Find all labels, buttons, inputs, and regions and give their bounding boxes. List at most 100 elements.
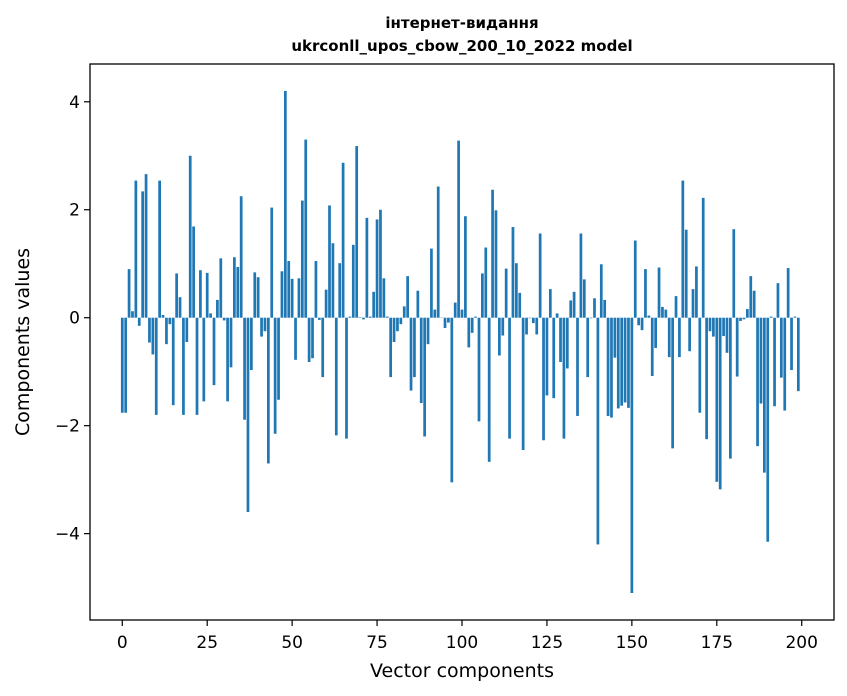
bar-component-88 xyxy=(419,317,423,403)
bar-component-188 xyxy=(759,317,763,404)
bar-component-89 xyxy=(423,317,426,437)
bar-component-46 xyxy=(277,317,280,400)
bar-component-152 xyxy=(637,317,641,326)
bar-component-44 xyxy=(270,207,274,318)
bar-component-112 xyxy=(501,317,505,336)
bar-component-146 xyxy=(616,317,620,409)
y-tick-label: 2 xyxy=(69,201,80,221)
bar-component-23 xyxy=(199,270,202,318)
x-tick-label: 150 xyxy=(616,633,648,653)
bar-component-51 xyxy=(294,317,297,360)
bar-component-57 xyxy=(314,261,318,318)
bar-component-130 xyxy=(562,317,566,439)
bar-component-2 xyxy=(127,269,131,318)
bar-component-26 xyxy=(209,313,212,318)
bar-component-162 xyxy=(671,317,674,449)
bar-component-96 xyxy=(447,317,450,323)
bar-component-133 xyxy=(572,291,576,318)
bar-component-20 xyxy=(188,155,192,318)
bar-component-119 xyxy=(525,317,528,335)
bar-component-91 xyxy=(430,248,433,318)
bar-component-90 xyxy=(426,317,430,345)
bar-component-6 xyxy=(141,191,145,318)
plot-area-frame xyxy=(89,63,835,621)
bar-component-156 xyxy=(650,317,654,377)
bar-component-125 xyxy=(545,317,549,396)
bar-component-157 xyxy=(654,317,657,348)
bar-component-24 xyxy=(202,317,206,402)
bar-component-172 xyxy=(705,317,708,440)
bar-component-143 xyxy=(606,317,610,416)
bar-component-184 xyxy=(746,309,749,318)
bar-component-30 xyxy=(222,317,226,321)
bar-component-129 xyxy=(559,317,562,362)
bar-component-141 xyxy=(599,264,603,318)
bar-component-40 xyxy=(256,277,260,318)
bar-component-105 xyxy=(477,317,481,422)
bar-component-114 xyxy=(508,317,511,439)
bar-component-47 xyxy=(280,271,284,318)
bar-component-182 xyxy=(739,317,742,321)
bar-component-145 xyxy=(613,317,617,358)
x-axis-label: Vector components xyxy=(370,660,554,682)
bar-component-77 xyxy=(382,278,386,318)
bar-component-116 xyxy=(515,263,518,318)
bar-component-164 xyxy=(678,317,681,358)
bar-component-115 xyxy=(511,227,515,318)
bar-component-149 xyxy=(627,317,630,408)
bar-component-97 xyxy=(450,317,454,483)
bar-component-154 xyxy=(644,269,647,318)
bar-component-177 xyxy=(722,317,725,337)
bar-component-127 xyxy=(552,317,556,399)
bar-component-50 xyxy=(290,278,294,318)
bar-component-191 xyxy=(769,316,773,318)
bar-component-180 xyxy=(732,229,736,318)
bar-component-62 xyxy=(331,243,335,318)
bar-component-192 xyxy=(773,317,776,407)
bar-component-80 xyxy=(392,317,396,342)
bar-component-135 xyxy=(579,233,583,318)
bar-component-73 xyxy=(368,316,372,318)
bar-component-139 xyxy=(593,298,596,318)
bar-component-75 xyxy=(375,219,379,318)
bar-component-163 xyxy=(674,296,678,318)
bar-component-28 xyxy=(216,299,219,318)
bar-component-58 xyxy=(317,317,321,320)
bar-component-19 xyxy=(185,317,189,342)
bar-component-32 xyxy=(229,317,233,368)
bar-component-196 xyxy=(786,268,790,318)
bar-component-43 xyxy=(267,317,270,464)
y-tick-label: −2 xyxy=(55,417,80,437)
bar-component-158 xyxy=(657,267,661,318)
bar-component-171 xyxy=(701,197,705,318)
bar-component-22 xyxy=(195,317,199,415)
x-tick-label: 50 xyxy=(281,633,303,653)
bar-component-134 xyxy=(576,317,579,416)
bar-component-3 xyxy=(131,311,134,318)
bar-component-68 xyxy=(351,244,355,318)
bar-component-103 xyxy=(470,317,474,333)
bar-component-124 xyxy=(542,317,545,441)
bar-component-52 xyxy=(297,278,301,318)
bar-component-86 xyxy=(413,317,416,378)
bar-component-181 xyxy=(735,317,739,377)
x-tick-label: 75 xyxy=(366,633,388,653)
bar-component-169 xyxy=(695,266,698,318)
x-tick-label: 175 xyxy=(701,633,733,653)
bar-component-71 xyxy=(362,317,365,320)
bar-component-16 xyxy=(175,273,178,318)
bar-component-194 xyxy=(779,317,783,378)
bar-component-150 xyxy=(630,317,634,594)
chart-title-line2: ukrconll_upos_cbow_200_10_2022 model xyxy=(291,37,632,55)
bar-component-64 xyxy=(338,263,342,318)
bar-component-9 xyxy=(151,317,155,355)
bar-component-66 xyxy=(345,317,348,439)
x-tick-label: 0 xyxy=(117,633,128,653)
bar-component-67 xyxy=(348,316,352,318)
bar-component-76 xyxy=(379,209,382,318)
bar-component-174 xyxy=(712,317,715,337)
bar-component-54 xyxy=(304,139,308,318)
bar-component-161 xyxy=(667,317,671,358)
bar-component-186 xyxy=(752,290,756,318)
